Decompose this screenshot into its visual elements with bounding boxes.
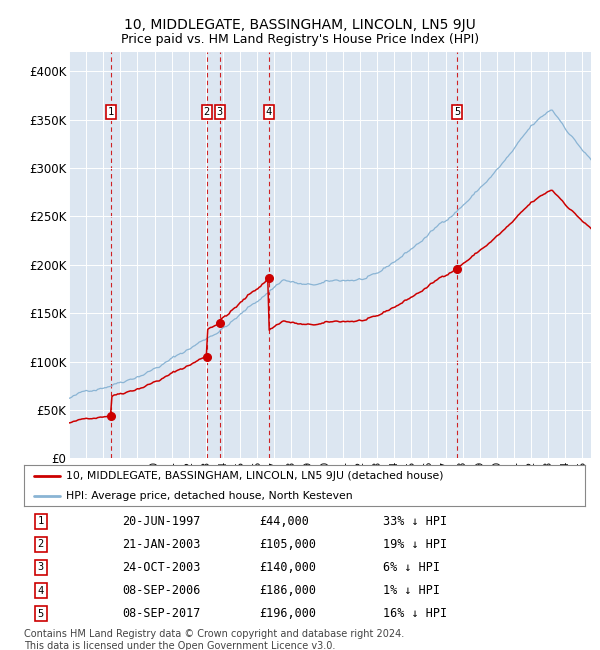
Text: 10, MIDDLEGATE, BASSINGHAM, LINCOLN, LN5 9JU: 10, MIDDLEGATE, BASSINGHAM, LINCOLN, LN5… <box>124 18 476 32</box>
Text: 08-SEP-2017: 08-SEP-2017 <box>122 607 200 620</box>
Text: Contains HM Land Registry data © Crown copyright and database right 2024.
This d: Contains HM Land Registry data © Crown c… <box>24 629 404 650</box>
Text: 5: 5 <box>38 609 44 619</box>
Text: 2: 2 <box>203 107 210 117</box>
Text: 33% ↓ HPI: 33% ↓ HPI <box>383 515 447 528</box>
Text: 4: 4 <box>266 107 272 117</box>
Text: £140,000: £140,000 <box>260 561 317 574</box>
Text: 16% ↓ HPI: 16% ↓ HPI <box>383 607 447 620</box>
Text: 3: 3 <box>38 562 44 573</box>
Text: 6% ↓ HPI: 6% ↓ HPI <box>383 561 440 574</box>
Text: 10, MIDDLEGATE, BASSINGHAM, LINCOLN, LN5 9JU (detached house): 10, MIDDLEGATE, BASSINGHAM, LINCOLN, LN5… <box>66 471 443 481</box>
Text: 3: 3 <box>217 107 223 117</box>
Text: 5: 5 <box>454 107 460 117</box>
Text: 19% ↓ HPI: 19% ↓ HPI <box>383 538 447 551</box>
Text: 24-OCT-2003: 24-OCT-2003 <box>122 561 200 574</box>
Text: 1% ↓ HPI: 1% ↓ HPI <box>383 584 440 597</box>
Text: Price paid vs. HM Land Registry's House Price Index (HPI): Price paid vs. HM Land Registry's House … <box>121 32 479 46</box>
Text: 4: 4 <box>38 586 44 595</box>
Text: 08-SEP-2006: 08-SEP-2006 <box>122 584 200 597</box>
Text: 2: 2 <box>38 540 44 549</box>
Text: £196,000: £196,000 <box>260 607 317 620</box>
Text: £44,000: £44,000 <box>260 515 310 528</box>
Text: 20-JUN-1997: 20-JUN-1997 <box>122 515 200 528</box>
Text: HPI: Average price, detached house, North Kesteven: HPI: Average price, detached house, Nort… <box>66 491 353 500</box>
Text: £105,000: £105,000 <box>260 538 317 551</box>
Text: 1: 1 <box>108 107 115 117</box>
Text: £186,000: £186,000 <box>260 584 317 597</box>
Text: 1: 1 <box>38 516 44 526</box>
Text: 21-JAN-2003: 21-JAN-2003 <box>122 538 200 551</box>
